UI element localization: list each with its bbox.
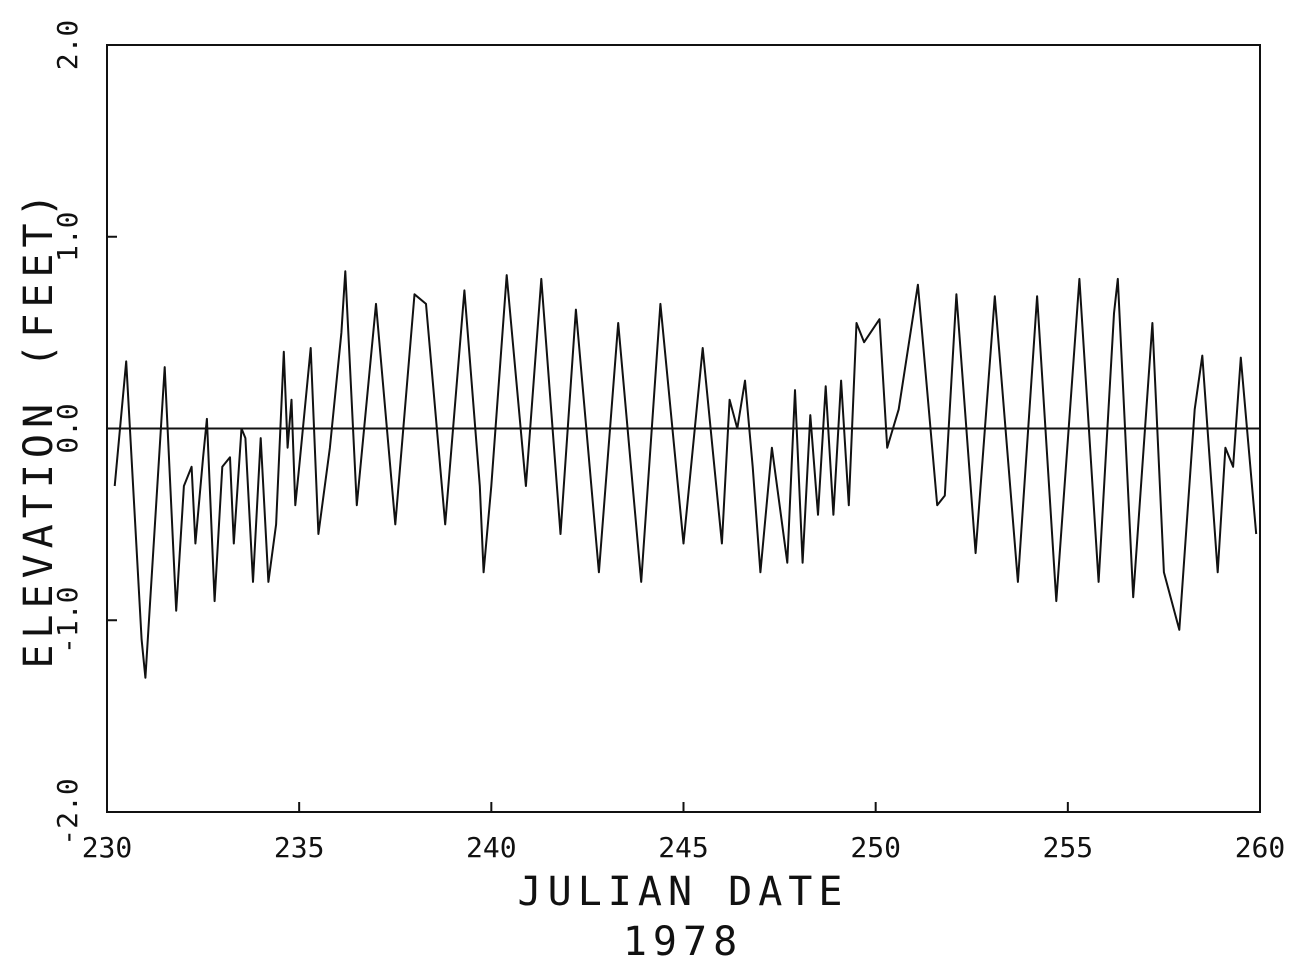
- x-tick-label: 245: [658, 831, 709, 864]
- x-tick-label: 255: [1043, 831, 1094, 864]
- y-tick-label: -2.0: [51, 778, 84, 845]
- y-tick-label: 0.0: [51, 403, 84, 454]
- x-tick-label: 235: [274, 831, 325, 864]
- x-tick-label: 260: [1235, 831, 1286, 864]
- y-tick-label: 1.0: [51, 211, 84, 262]
- y-axis-label: ELEVATION (FEET): [16, 187, 62, 668]
- y-tick-label: -1.0: [51, 587, 84, 654]
- series-line-elevation: [113, 270, 1258, 679]
- x-tick-label: 230: [82, 831, 133, 864]
- x-tick-label: 240: [466, 831, 517, 864]
- x-axis-label: JULIAN DATE: [518, 869, 849, 915]
- x-axis-sublabel: 1978: [623, 919, 743, 960]
- x-tick-label: 250: [850, 831, 901, 864]
- y-tick-label: 2.0: [51, 20, 84, 71]
